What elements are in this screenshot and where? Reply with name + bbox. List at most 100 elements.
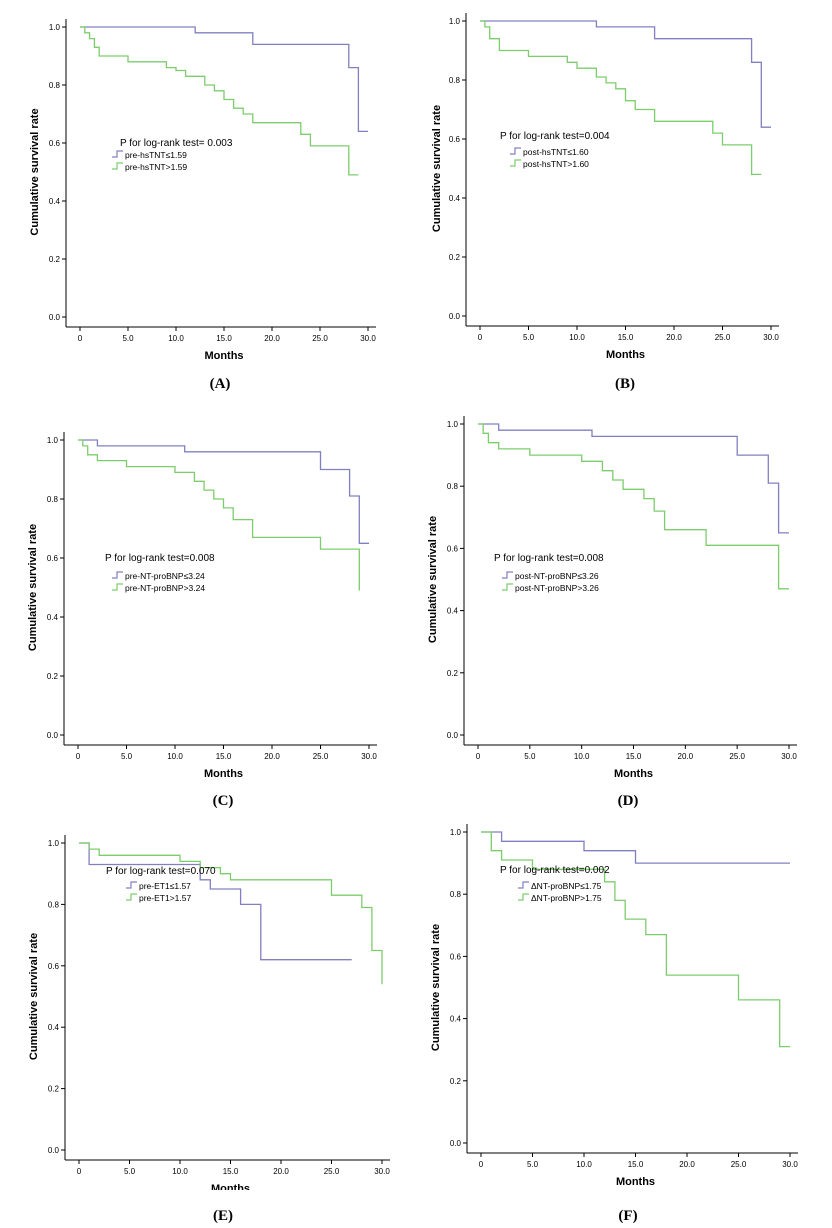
panel-a-x-axis-title: Months [204,350,243,362]
panel-f-y-tick-label: 0.2 [450,1077,462,1086]
panel-c-series-high-line [78,439,360,591]
panel-e-legend-label-high: pre-ET1>1.57 [139,893,191,903]
panel-d-y-tick-label: 0.2 [447,669,459,678]
panel-d-y-tick-label: 0.0 [447,731,459,740]
panel-b-y-axis-title: Cumulative survival rate [431,105,443,232]
panel-a-x-tick-label: 0 [78,334,83,343]
panel-c-legend-swatch-low [112,571,123,579]
panel-d-legend-label-high: post-NT-proBNP>3.26 [515,583,599,593]
panel-e-legend-label-low: pre-ET1≤1.57 [139,881,191,891]
panel-caption-b: (B) [615,376,635,392]
panel-a-legend-label-high: pre-hsTNT>1.59 [125,162,187,172]
panel-c-x-tick-label: 0 [76,752,81,761]
panel-e-y-tick-label: 0.2 [48,1085,60,1094]
panel-c-x-tick-label: 15.0 [216,752,232,761]
panel-c-y-axis-title: Cumulative survival rate [27,524,39,651]
panel-e-x-axis-title: Months [211,1183,250,1190]
panel-d-x-tick-label: 15.0 [626,752,642,761]
panel-caption-f: (F) [618,1208,638,1224]
panel-c-y-tick-label: 1.0 [47,436,59,445]
panel-b-x-tick-label: 10.0 [569,333,585,342]
panel-a-x-tick-label: 15.0 [216,334,232,343]
panel-f-legend-label-high: ΔNT-proBNP>1.75 [531,893,602,903]
panel-a-y-tick-label: 0.8 [49,81,61,90]
panel-b-x-tick-label: 15.0 [618,333,634,342]
panel-f-x-axis-title: Months [616,1176,655,1188]
panel-a-y-tick-label: 1.0 [49,23,61,32]
panel-f-x-tick-label: 20.0 [679,1160,695,1169]
panel-d-x-tick-label: 30.0 [781,752,797,761]
panel-b-x-axis-title: Months [606,349,645,361]
panel-d-x-axis-title: Months [614,768,653,780]
panel-e-x-tick-label: 0 [77,1167,82,1176]
panel-b-log-rank-annotation: P for log-rank test=0.004 [500,131,610,142]
panel-b-legend-label-low: post-hsTNT≤1.60 [523,147,589,157]
panel-e-x-tick-label: 15.0 [223,1167,239,1176]
panel-e-y-tick-label: 1.0 [48,839,60,848]
panel-f-y-tick-label: 0.8 [450,890,462,899]
panel-f-series-high-line [481,831,790,1048]
panel-e-y-tick-label: 0.0 [48,1146,60,1155]
panel-a-y-tick-label: 0.2 [49,255,61,264]
panel-d-x-tick-label: 20.0 [678,752,694,761]
panel-f-y-tick-label: 0.6 [450,952,462,961]
panel-f-y-tick-label: 0.4 [450,1015,462,1024]
panel-f-y-axis-title: Cumulative survival rate [430,924,442,1051]
panel-a-y-tick-label: 0.6 [49,139,61,148]
panel-f-x-tick-label: 0 [479,1160,484,1169]
panel-d-x-tick-label: 5.0 [524,752,536,761]
panel-d-y-tick-label: 0.4 [447,607,459,616]
panel-b-legend-label-high: post-hsTNT>1.60 [523,159,589,169]
panel-b-x-tick-label: 0 [478,333,483,342]
panel-a-x-tick-label: 25.0 [312,334,328,343]
panel-c-y-tick-label: 0.0 [47,731,59,740]
panel-c-x-axis-title: Months [204,768,243,780]
panel-b-legend-swatch-high [510,159,521,167]
panel-d-y-tick-label: 0.8 [447,482,459,491]
panel-c-legend-swatch-high [112,583,123,591]
panel-b-y-tick-label: 0.2 [449,253,461,262]
panel-b-y-tick-label: 0.8 [449,76,461,85]
panel-e-y-axis-title: Cumulative survival rate [28,933,40,1060]
panel-a-log-rank-annotation: P for log-rank test= 0.003 [120,138,233,149]
panel-b-legend-swatch-low [510,147,521,155]
panel-f-x-tick-label: 30.0 [782,1160,798,1169]
panel-b-series-high-line [480,20,762,176]
panel-b-y-tick-label: 1.0 [449,17,461,26]
panel-e-series-high-line [79,842,383,985]
panel-d-y-tick-label: 1.0 [447,420,459,429]
panel-caption-d: (D) [617,793,639,809]
panel-c-legend-label-high: pre-NT-proBNP>3.24 [125,583,205,593]
panel-d-log-rank-annotation: P for log-rank test=0.008 [494,553,604,564]
panel-f-x-tick-label: 15.0 [628,1160,644,1169]
panel-f-legend-swatch-high [518,893,529,901]
panel-f-x-tick-label: 25.0 [731,1160,747,1169]
panel-e-y-tick-label: 0.4 [48,1023,60,1032]
panel-c-x-tick-label: 20.0 [264,752,280,761]
panel-a-x-tick-label: 5.0 [122,334,134,343]
panel-f-legend-label-low: ΔNT-proBNP≤1.75 [531,881,602,891]
panel-a-x-tick-label: 30.0 [360,334,376,343]
panel-b-x-tick-label: 30.0 [763,333,779,342]
panel-e-x-tick-label: 5.0 [124,1167,136,1176]
panel-c-series-low-line [78,439,369,544]
panel-caption-c: (C) [212,793,234,809]
panel-a-legend-label-low: pre-hsTNT≤1.59 [125,150,187,160]
panel-c-x-tick-label: 30.0 [361,752,377,761]
panel-b-x-tick-label: 5.0 [523,333,535,342]
panel-d-x-tick-label: 25.0 [729,752,745,761]
panel-b-x-tick-label: 20.0 [666,333,682,342]
panel-d-x-tick-label: 10.0 [574,752,590,761]
panel-d-series-low-line [478,423,789,534]
panel-d-legend-swatch-low [502,571,513,579]
panel-b-series-low-line [480,20,771,128]
panel-a-x-tick-label: 20.0 [264,334,280,343]
panel-e-log-rank-annotation: P for log-rank test=0.070 [106,866,216,877]
panel-a-series-low-line [80,26,368,133]
figure-canvas: 0.0 0.2 0.4 0.6 0.8 1.0 0 5.0 10.0 15.0 20.0 25.0 30… [27,13,798,1195]
panel-d-y-axis-title: Cumulative survival rate [427,516,439,643]
panel-f-x-tick-label: 10.0 [576,1160,592,1169]
panel-d-x-tick-label: 0 [476,752,481,761]
panel-f-series-low-line [481,831,790,864]
panel-e-x-tick-label: 10.0 [172,1167,188,1176]
